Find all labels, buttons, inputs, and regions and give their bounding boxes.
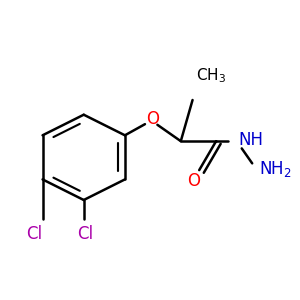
Text: O: O [188, 172, 200, 190]
Text: Cl: Cl [77, 225, 93, 243]
Text: NH$_2$: NH$_2$ [259, 159, 292, 179]
Text: NH: NH [238, 131, 263, 149]
Text: O: O [146, 110, 159, 128]
Text: CH$_3$: CH$_3$ [196, 67, 226, 85]
Text: Cl: Cl [26, 225, 42, 243]
